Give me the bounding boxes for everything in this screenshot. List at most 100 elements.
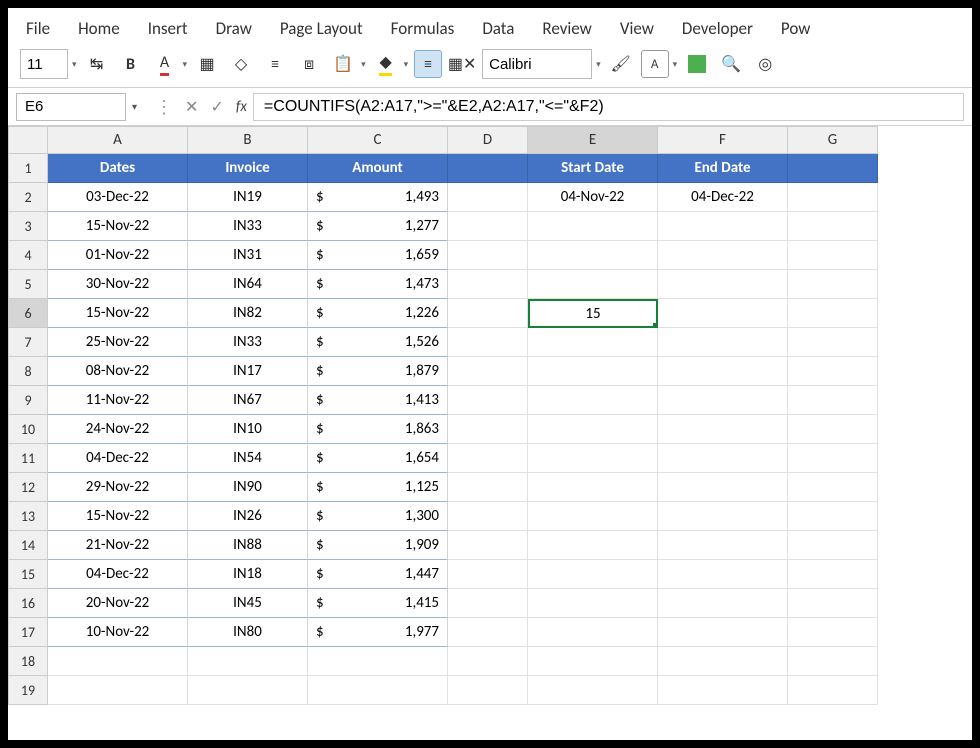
column-header-b[interactable]: B [188,126,308,154]
amount-cell[interactable]: $1,654 [308,444,448,473]
row-header-15[interactable]: 15 [8,560,48,589]
cell[interactable] [448,270,528,299]
cell[interactable] [188,647,308,676]
cell[interactable] [528,270,658,299]
cell[interactable] [448,357,528,386]
cell[interactable] [788,212,878,241]
chevron-down-icon[interactable]: ▾ [183,59,188,70]
cell[interactable] [658,415,788,444]
cell[interactable] [448,502,528,531]
paste-icon[interactable]: 📋 [329,50,357,78]
row-header-6[interactable]: 6 [8,299,48,328]
cell[interactable] [788,386,878,415]
menu-insert[interactable]: Insert [148,18,188,39]
date-cell[interactable]: 30-Nov-22 [48,270,188,299]
cell[interactable] [448,676,528,705]
cell[interactable] [788,154,878,183]
cell[interactable] [658,299,788,328]
cell[interactable] [48,647,188,676]
row-header-2[interactable]: 2 [8,183,48,212]
menu-draw[interactable]: Draw [216,18,252,39]
date-cell[interactable]: 25-Nov-22 [48,328,188,357]
cell[interactable] [658,444,788,473]
invoice-cell[interactable]: IN26 [188,502,308,531]
fill-handle[interactable] [653,323,658,328]
cell[interactable] [448,618,528,647]
date-cell[interactable]: 20-Nov-22 [48,589,188,618]
cell[interactable] [48,676,188,705]
menu-home[interactable]: Home [78,18,120,39]
align-icon[interactable]: ≡ [261,50,289,78]
column-header-e[interactable]: E [528,126,658,154]
amount-cell[interactable]: $1,909 [308,531,448,560]
row-header-9[interactable]: 9 [8,386,48,415]
cell[interactable] [528,357,658,386]
date-cell[interactable]: 15-Nov-22 [48,212,188,241]
row-header-13[interactable]: 13 [8,502,48,531]
invoice-cell[interactable]: IN54 [188,444,308,473]
chevron-down-icon[interactable]: ▾ [404,59,409,70]
cell[interactable] [528,589,658,618]
invoice-cell[interactable]: IN80 [188,618,308,647]
date-cell[interactable]: 10-Nov-22 [48,618,188,647]
row-header-11[interactable]: 11 [8,444,48,473]
date-cell[interactable]: 04-Dec-22 [48,444,188,473]
cell[interactable] [658,241,788,270]
conditional-format-icon[interactable]: ▦✕ [448,50,476,78]
cell[interactable] [528,560,658,589]
invoice-cell[interactable]: IN33 [188,212,308,241]
amount-cell[interactable]: $1,300 [308,502,448,531]
chevron-down-icon[interactable]: ▾ [132,100,137,113]
amount-cell[interactable]: $1,125 [308,473,448,502]
cell[interactable] [788,618,878,647]
formula-input[interactable] [253,93,964,121]
menu-formulas[interactable]: Formulas [391,18,455,39]
cell[interactable] [788,270,878,299]
invoice-cell[interactable]: IN67 [188,386,308,415]
invoice-cell[interactable]: IN82 [188,299,308,328]
invoice-cell[interactable]: IN19 [188,183,308,212]
date-cell[interactable]: 21-Nov-22 [48,531,188,560]
font-size-input[interactable] [20,49,68,79]
cell[interactable] [788,473,878,502]
cell[interactable] [448,444,528,473]
cell[interactable] [788,589,878,618]
cancel-icon[interactable]: ✕ [179,97,204,117]
cell[interactable] [788,647,878,676]
row-header-10[interactable]: 10 [8,415,48,444]
cell[interactable] [448,415,528,444]
font-name-input[interactable] [482,49,592,79]
cell[interactable] [528,473,658,502]
font-color-button[interactable]: A [151,50,179,78]
record-macro-icon[interactable]: ◎ [751,50,779,78]
row-header-1[interactable]: 1 [8,154,48,183]
cell[interactable] [188,676,308,705]
menu-view[interactable]: View [620,18,654,39]
cell[interactable] [788,415,878,444]
cell[interactable] [658,531,788,560]
column-header-a[interactable]: A [48,126,188,154]
cell[interactable] [658,647,788,676]
cell[interactable] [448,241,528,270]
row-header-8[interactable]: 8 [8,357,48,386]
chevron-down-icon[interactable]: ▾ [596,59,601,70]
amount-cell[interactable]: $1,413 [308,386,448,415]
cell[interactable] [528,676,658,705]
cell[interactable] [308,676,448,705]
cell[interactable] [448,647,528,676]
amount-cell[interactable]: $1,977 [308,618,448,647]
invoice-cell[interactable]: IN90 [188,473,308,502]
cube-icon[interactable]: ⧈ [295,50,323,78]
row-header-5[interactable]: 5 [8,270,48,299]
menu-data[interactable]: Data [482,18,514,39]
cell[interactable] [528,531,658,560]
row-header-17[interactable]: 17 [8,618,48,647]
menu-page-layout[interactable]: Page Layout [280,18,363,39]
row-header-18[interactable]: 18 [8,647,48,676]
increase-indent-icon[interactable]: ↹ [83,50,111,78]
row-header-19[interactable]: 19 [8,676,48,705]
cell[interactable] [448,183,528,212]
invoice-cell[interactable]: IN88 [188,531,308,560]
cell[interactable] [788,328,878,357]
date-cell[interactable]: 08-Nov-22 [48,357,188,386]
